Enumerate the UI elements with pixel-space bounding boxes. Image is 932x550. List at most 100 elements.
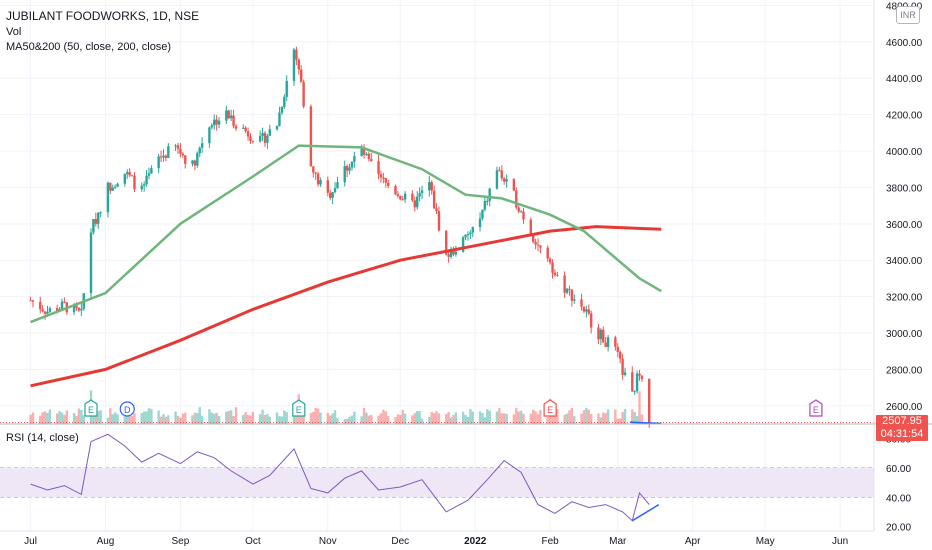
volume-bar [251,412,255,424]
volume-bar [640,414,644,424]
price-axis[interactable]: 2600.00 2800.00 3000.00 3200.00 3400.00 3600.… [886,1,923,412]
candle-body [263,133,267,143]
volume-bar [379,413,383,424]
volume-bar [111,414,114,424]
volume-bar [551,412,554,424]
volume-bar [602,412,605,424]
earnings-marker[interactable] [809,399,823,417]
candle-body [377,161,380,175]
candle-body [379,174,383,178]
candle-body [360,148,363,157]
volume-bar [420,418,424,424]
candle-body [529,219,532,235]
candle-body [350,161,354,168]
candle-body [130,175,134,177]
candle-body [268,129,272,136]
candle-body [331,192,334,198]
candle-body [232,115,235,127]
volume-bar [80,409,83,424]
volume-bar [217,415,221,424]
candle-body [503,178,506,182]
candle-body [258,136,262,142]
volume-bar [336,418,339,424]
earnings-marker[interactable] [292,399,306,417]
volume-bar [563,414,566,424]
volume-bar [63,414,66,424]
volume-bar [31,412,35,424]
price-tick-label: 3200.00 [886,293,923,304]
volume-bar [162,414,165,424]
volume-bar [505,413,508,424]
candle-body [445,230,448,255]
candle-body [227,110,230,119]
candle-body [452,249,455,255]
volume-bar [565,413,569,424]
candle-body [302,82,305,107]
earnings-marker[interactable] [84,399,98,417]
volume-bar [403,413,407,424]
dividend-marker[interactable] [119,401,135,417]
candle-body [573,299,576,301]
rsi-legend[interactable]: RSI (14, close) [6,432,79,444]
candle-body [582,306,586,312]
candle-body [367,153,371,159]
candle-body [89,232,93,294]
volume-bar [106,417,110,424]
volume-bar [246,415,250,424]
candle-body [99,212,102,214]
candle-body [551,262,554,273]
volume-bar [515,407,518,424]
volume-bar [46,412,49,424]
volume-bar [157,410,160,424]
volume-bar [41,412,44,424]
candle-body [312,166,315,173]
time-axis[interactable]: Jul Aug Sep Oct Nov Dec 2022 Feb Mar Apr May Jun [24,536,848,547]
candle-body [77,307,81,311]
candle-body [616,346,619,352]
candle-body [539,245,542,248]
candle-body [399,196,402,200]
price-tick-label: 4600.00 [886,38,923,49]
symbol-legend[interactable]: JUBILANT FOODWORKS, 1D, NSE [6,9,200,23]
candle-body [329,192,332,198]
candle-body [461,237,465,252]
candle-body [162,155,165,158]
candle-body [39,301,42,310]
volume-bar [437,413,441,424]
volume-bar [384,411,387,424]
candle-body [208,127,211,144]
price-tick-label: 4200.00 [886,111,923,122]
candle-body [469,232,472,234]
volume-bar [495,411,499,424]
volume-bars [29,390,651,424]
volume-bar [478,411,482,424]
volume-bar [312,411,315,424]
candle-body [48,308,52,312]
volume-bar [128,416,131,424]
candle-body [300,69,303,83]
candle-body [116,183,119,187]
volume-bar [77,408,81,424]
volume-bar [331,413,334,424]
candle-body [275,125,279,130]
volume-bar [326,412,330,424]
volume-bar [546,416,549,424]
volume-bar [401,409,404,424]
candle-body [585,309,588,312]
volume-bar [184,412,187,424]
volume-bar [604,413,607,424]
candle-body [278,112,281,126]
volume-bar [387,415,390,424]
candle-body [97,212,100,224]
candle-body [556,275,559,277]
candle-body [621,358,624,375]
earnings-marker[interactable] [543,399,557,417]
price-tick-label: 2600.00 [886,402,923,413]
ma-legend[interactable]: MA50&200 (50, close, 200, close) [6,41,172,53]
currency-button[interactable]: INR [896,6,920,24]
volume-legend[interactable]: Vol [6,26,22,38]
volume-bar [263,414,267,424]
candle-body [512,179,516,191]
